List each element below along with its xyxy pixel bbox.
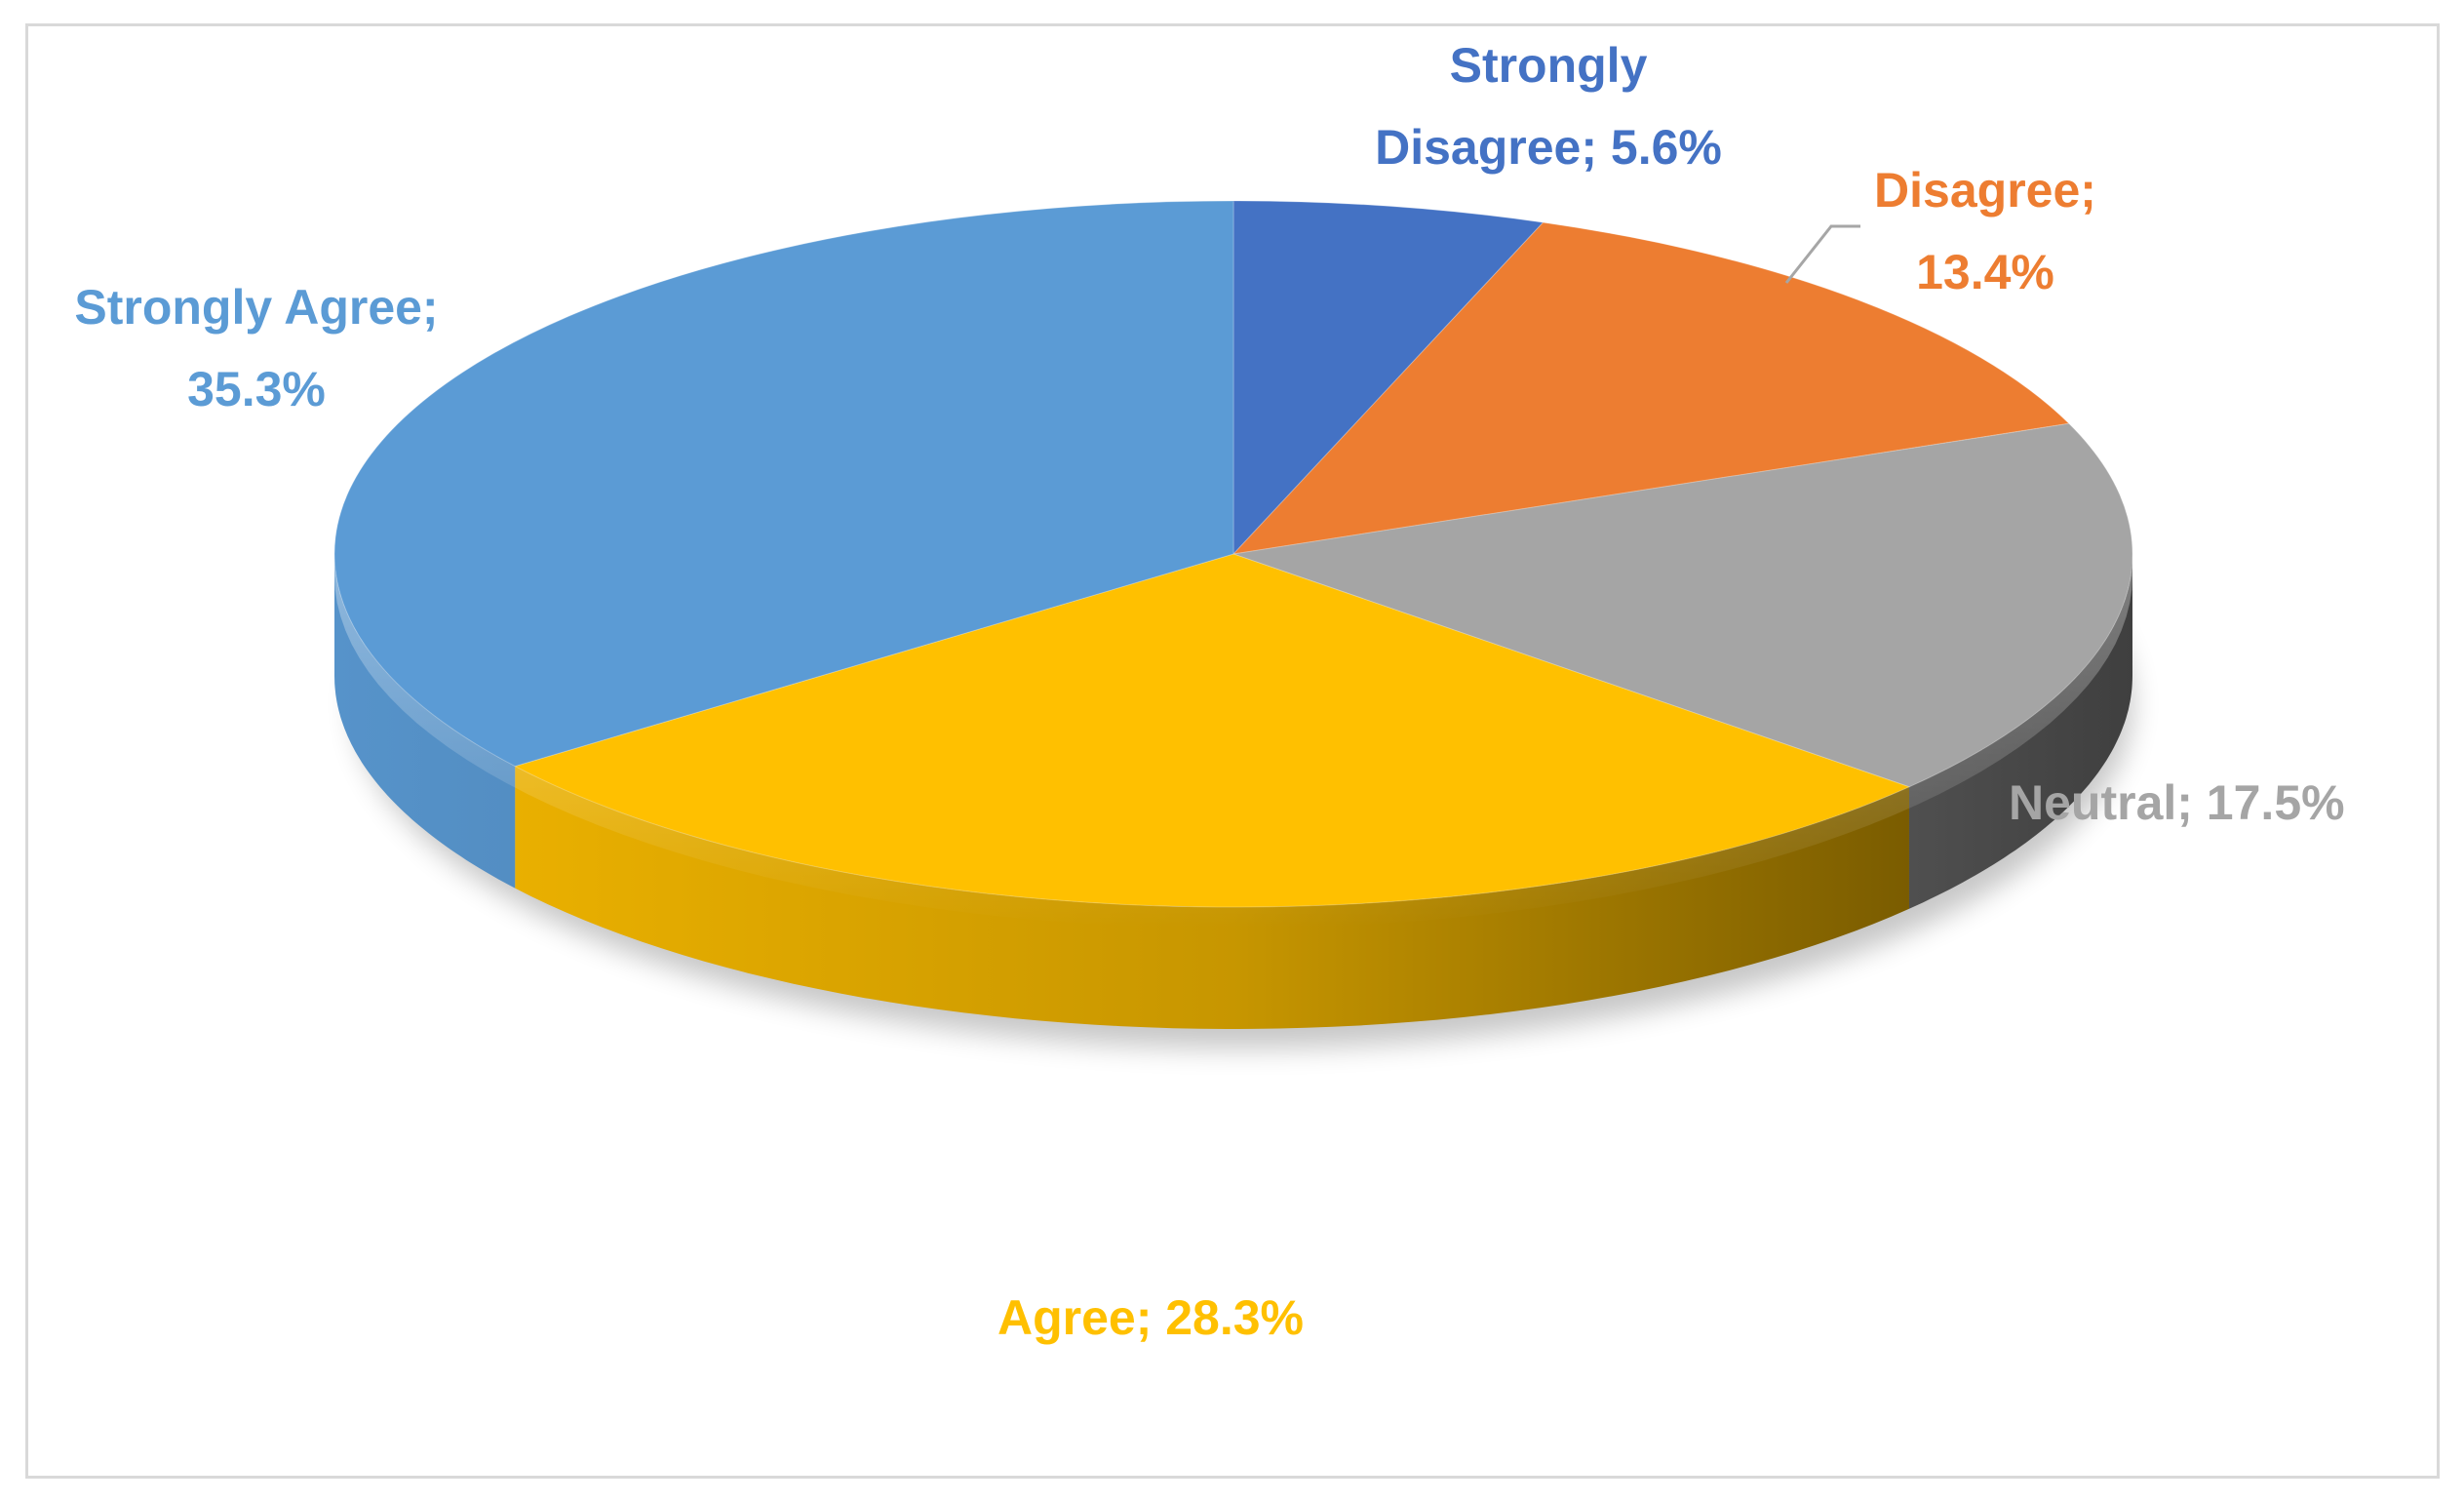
pie-slice-disagree	[1232, 221, 2070, 555]
pie-slice-neutral	[1232, 422, 2133, 788]
data-label-strongly-disagree: Strongly Disagree; 5.6%	[1375, 38, 1722, 175]
data-label-agree: Agree; 28.3%	[997, 1290, 1304, 1345]
leader-line-disagree	[1784, 224, 1860, 284]
pie-slice-strongly-disagree	[1232, 200, 1545, 556]
data-label-disagree: Disagree; 13.4%	[1874, 163, 2096, 299]
data-label-strongly-agree: Strongly Agree; 35.3%	[74, 280, 438, 416]
pie-side-agree	[515, 766, 1910, 1029]
pie-slice-strongly-agree	[333, 200, 1234, 768]
pie-slice-agree	[513, 553, 1911, 908]
data-label-neutral: Neutral; 17.5%	[2009, 775, 2345, 830]
